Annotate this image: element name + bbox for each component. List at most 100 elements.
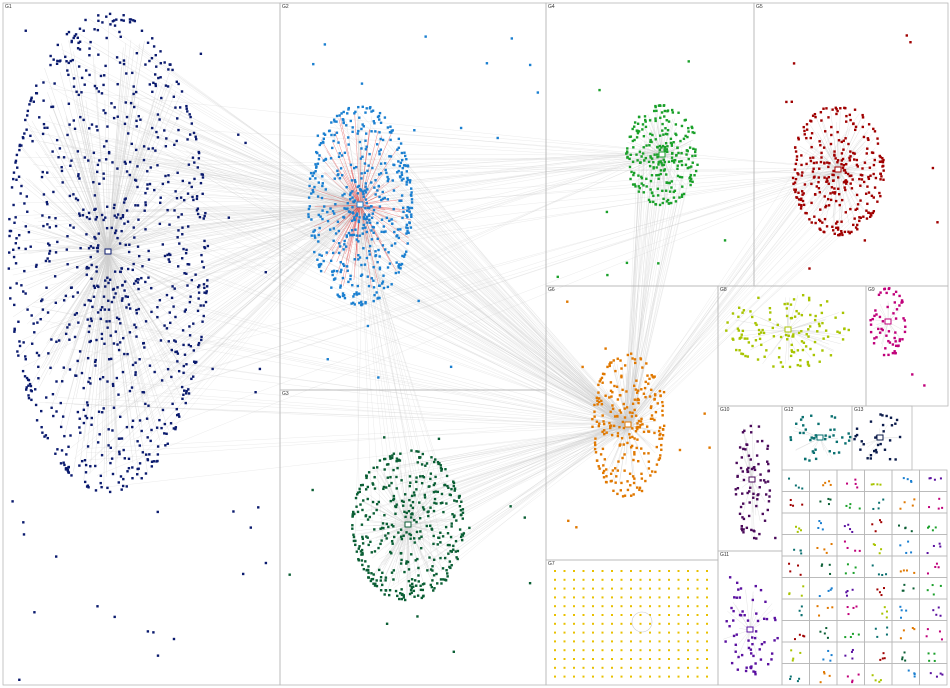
node [351, 211, 355, 214]
node [597, 424, 601, 428]
node [647, 452, 650, 455]
node [153, 73, 157, 76]
node [689, 183, 692, 187]
node [453, 514, 456, 517]
edge [107, 48, 135, 253]
node [618, 444, 621, 447]
node [420, 546, 423, 550]
node [825, 180, 828, 183]
node [602, 420, 605, 423]
node [611, 390, 614, 394]
node [417, 450, 420, 453]
node [706, 675, 708, 678]
node [308, 205, 311, 208]
node [901, 300, 904, 304]
node [343, 243, 346, 246]
node [400, 179, 404, 182]
group-label: G5 [756, 4, 763, 10]
node [97, 232, 100, 235]
node [378, 255, 381, 258]
edge [133, 46, 358, 203]
node [867, 138, 870, 142]
edge [787, 329, 825, 333]
edge [364, 202, 437, 581]
node [126, 220, 130, 223]
node [151, 37, 154, 40]
node [658, 658, 661, 660]
edge [23, 202, 356, 253]
node [554, 570, 556, 572]
group-label: G9 [868, 287, 875, 293]
node [137, 218, 140, 221]
node [380, 282, 384, 285]
edge [822, 169, 839, 204]
node [395, 457, 399, 460]
node [654, 117, 657, 120]
node [376, 221, 379, 225]
node [390, 481, 393, 485]
node [84, 471, 88, 474]
node [690, 165, 693, 168]
edge [627, 406, 656, 426]
node [694, 154, 697, 157]
node [22, 341, 25, 344]
node [151, 126, 154, 130]
node [904, 526, 907, 529]
edge [829, 107, 839, 171]
node [51, 105, 55, 108]
node [399, 161, 403, 164]
edge [54, 251, 109, 298]
node [687, 130, 690, 133]
node [794, 188, 797, 191]
node [592, 622, 594, 625]
node [388, 155, 391, 158]
node [609, 480, 613, 483]
node [845, 182, 848, 185]
node [87, 330, 91, 334]
node [800, 605, 803, 608]
edge [49, 206, 363, 286]
edge [107, 249, 132, 253]
node [746, 470, 749, 474]
edge [749, 448, 753, 481]
node [639, 578, 642, 581]
node [123, 222, 126, 225]
node [21, 136, 25, 139]
edge [398, 429, 627, 485]
edge [406, 524, 409, 546]
node [359, 503, 362, 506]
node [899, 616, 902, 619]
edge [87, 173, 834, 248]
node [439, 556, 442, 560]
node [844, 171, 848, 174]
node [573, 640, 575, 643]
node [137, 278, 140, 281]
node [853, 158, 856, 161]
node [668, 658, 670, 660]
node [29, 384, 33, 388]
node [392, 578, 395, 581]
node [361, 535, 364, 539]
edge [627, 378, 641, 426]
node [12, 171, 16, 174]
node [629, 153, 632, 156]
node [384, 168, 387, 172]
node [345, 124, 348, 127]
node [388, 131, 392, 134]
edge [382, 137, 626, 427]
node [831, 108, 834, 111]
edge [379, 518, 409, 526]
node [866, 147, 869, 150]
node [174, 340, 177, 343]
node [134, 279, 138, 283]
node [312, 190, 315, 194]
node [805, 136, 808, 140]
node [166, 442, 169, 445]
node [749, 424, 753, 428]
node [415, 480, 418, 484]
node [318, 154, 321, 157]
node [691, 126, 694, 130]
node [649, 570, 651, 572]
node [27, 230, 31, 234]
node [655, 174, 658, 177]
